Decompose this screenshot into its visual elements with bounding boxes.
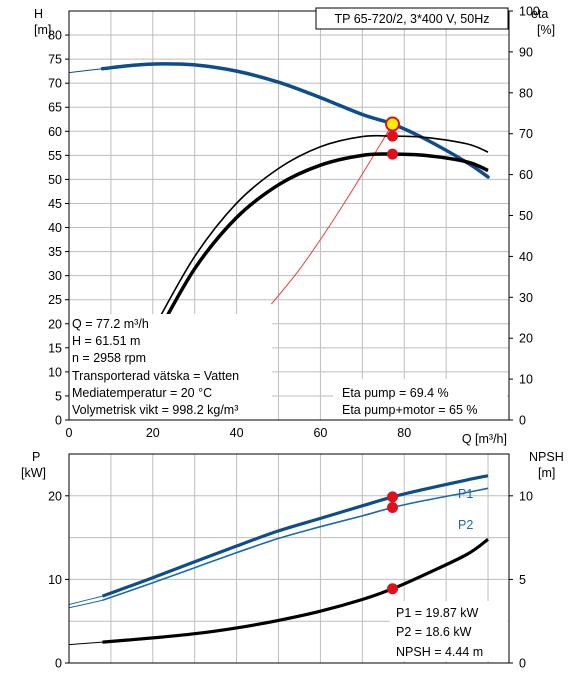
y2-tick-label: 100 [519, 5, 540, 19]
eta-pump-motor-operating-point [387, 148, 399, 160]
npsh-operating-point [387, 583, 399, 595]
y-tick-label: 25 [48, 293, 62, 307]
top-left-axis-label: H [34, 7, 43, 21]
system-curve [271, 123, 393, 305]
p-tick-label: 0 [55, 657, 62, 671]
npsh-curve [102, 538, 489, 644]
npsh-curve-extension [68, 641, 103, 646]
y2-tick-label: 30 [519, 291, 533, 305]
info-line-head: H = 61.51 m [72, 334, 140, 348]
p-tick-label: 10 [48, 573, 62, 587]
y2-tick-label: 0 [519, 414, 526, 428]
y2-tick-label: 70 [519, 127, 533, 141]
y-tick-label: 60 [48, 125, 62, 139]
y2-tick-label: 40 [519, 250, 533, 264]
y-tick-label: 55 [48, 149, 62, 163]
y2-tick-label: 20 [519, 332, 533, 346]
y2-tick-label: 50 [519, 209, 533, 223]
chart-title: TP 65-720/2, 3*400 V, 50Hz [335, 12, 490, 26]
x-tick-label: 60 [313, 426, 327, 440]
operating-point-markers [385, 116, 401, 595]
y2-tick-label: 90 [519, 45, 533, 59]
top-right-axis-label: eta [531, 7, 548, 21]
top-chart-curves [68, 62, 490, 344]
power-info: P1 = 19.87 kW P2 = 18.6 kW NPSH = 4.44 m [396, 606, 483, 659]
bottom-left-axis-unit: [kW] [21, 466, 46, 480]
x-tick-label: 0 [66, 426, 73, 440]
eta-info-box [333, 379, 507, 420]
bottom-right-axis-unit: [m] [538, 466, 555, 480]
p2-curve [102, 487, 489, 602]
bottom-left-axis-label: P [32, 450, 40, 464]
x-axis-label: Q [m³/h] [462, 432, 507, 446]
head-operating-point [385, 116, 401, 132]
y-tick-label: 65 [48, 101, 62, 115]
info-p2: P2 = 18.6 kW [396, 625, 472, 639]
y-tick-label: 30 [48, 269, 62, 283]
top-chart-ticks: 0 20 40 60 80 0 5 10 15 20 25 30 35 40 45 50 55 60 65 70 75 8… [48, 5, 540, 441]
eta-pump-operating-point [387, 130, 399, 142]
y-tick-label: 70 [48, 77, 62, 91]
y-tick-label: 20 [48, 317, 62, 331]
npsh-tick-label: 5 [519, 573, 526, 587]
info-line-density: Volymetrisk vikt = 998.2 kg/m³ [72, 403, 238, 417]
y2-tick-label: 10 [519, 373, 533, 387]
y2-tick-label: 80 [519, 86, 533, 100]
x-tick-label: 40 [230, 426, 244, 440]
top-plot-frame [68, 10, 510, 421]
eta-pump-motor-curve [151, 152, 489, 344]
p2-operating-point [387, 502, 399, 514]
y-tick-label: 40 [48, 221, 62, 235]
info-line-fluid: Transporterad vätska = Vatten [72, 369, 239, 383]
bottom-chart-curves [68, 474, 489, 646]
eta-info: Eta pump = 69.4 % Eta pump+motor = 65 % [342, 386, 478, 417]
info-line-flow: Q = 77.2 m³/h [72, 317, 149, 331]
info-eta-pump-motor: Eta pump+motor = 65 % [342, 403, 478, 417]
bottom-plot-frame [68, 453, 510, 664]
info-npsh: NPSH = 4.44 m [396, 645, 483, 659]
info-line-temperature: Mediatemperatur = 20 °C [72, 386, 212, 400]
operating-point-info-box [69, 314, 272, 420]
info-p1: P1 = 19.87 kW [396, 606, 479, 620]
y-tick-label: 35 [48, 245, 62, 259]
top-right-axis-unit: [%] [537, 23, 555, 37]
power-info-box [390, 601, 508, 661]
title-box [315, 7, 509, 30]
npsh-tick-label: 10 [519, 489, 533, 503]
p1-curve-label: P1 [458, 487, 473, 501]
p1-operating-point [387, 491, 399, 503]
x-tick-label: 80 [397, 426, 411, 440]
bottom-right-axis-label: NPSH [529, 450, 564, 464]
y-tick-label: 10 [48, 365, 62, 379]
x-tick-label: 20 [146, 426, 160, 440]
top-left-axis-unit: [m] [34, 23, 51, 37]
info-line-speed: n = 2958 rpm [72, 351, 146, 365]
info-eta-pump: Eta pump = 69.4 % [342, 386, 449, 400]
y-tick-label: 45 [48, 197, 62, 211]
p1-curve-extension [68, 595, 103, 605]
y2-tick-label: 60 [519, 168, 533, 182]
operating-point-info: Q = 77.2 m³/h H = 61.51 m n = 2958 rpm T… [72, 317, 239, 417]
y-tick-label: 75 [48, 53, 62, 67]
head-curve [100, 62, 490, 179]
p2-curve-extension [68, 599, 103, 609]
y-tick-label: 0 [55, 414, 62, 428]
y-tick-label: 50 [48, 173, 62, 187]
y-tick-label: 15 [48, 341, 62, 355]
y-tick-label: 5 [55, 389, 62, 403]
p1-curve [101, 474, 489, 598]
p2-curve-label: P2 [458, 518, 473, 532]
p-tick-label: 20 [48, 489, 62, 503]
bottom-chart-ticks: 0 10 20 0 5 10 [48, 489, 533, 670]
npsh-tick-label: 0 [519, 657, 526, 671]
y-tick-label: 80 [48, 29, 62, 43]
eta-pump-curve [152, 134, 489, 331]
